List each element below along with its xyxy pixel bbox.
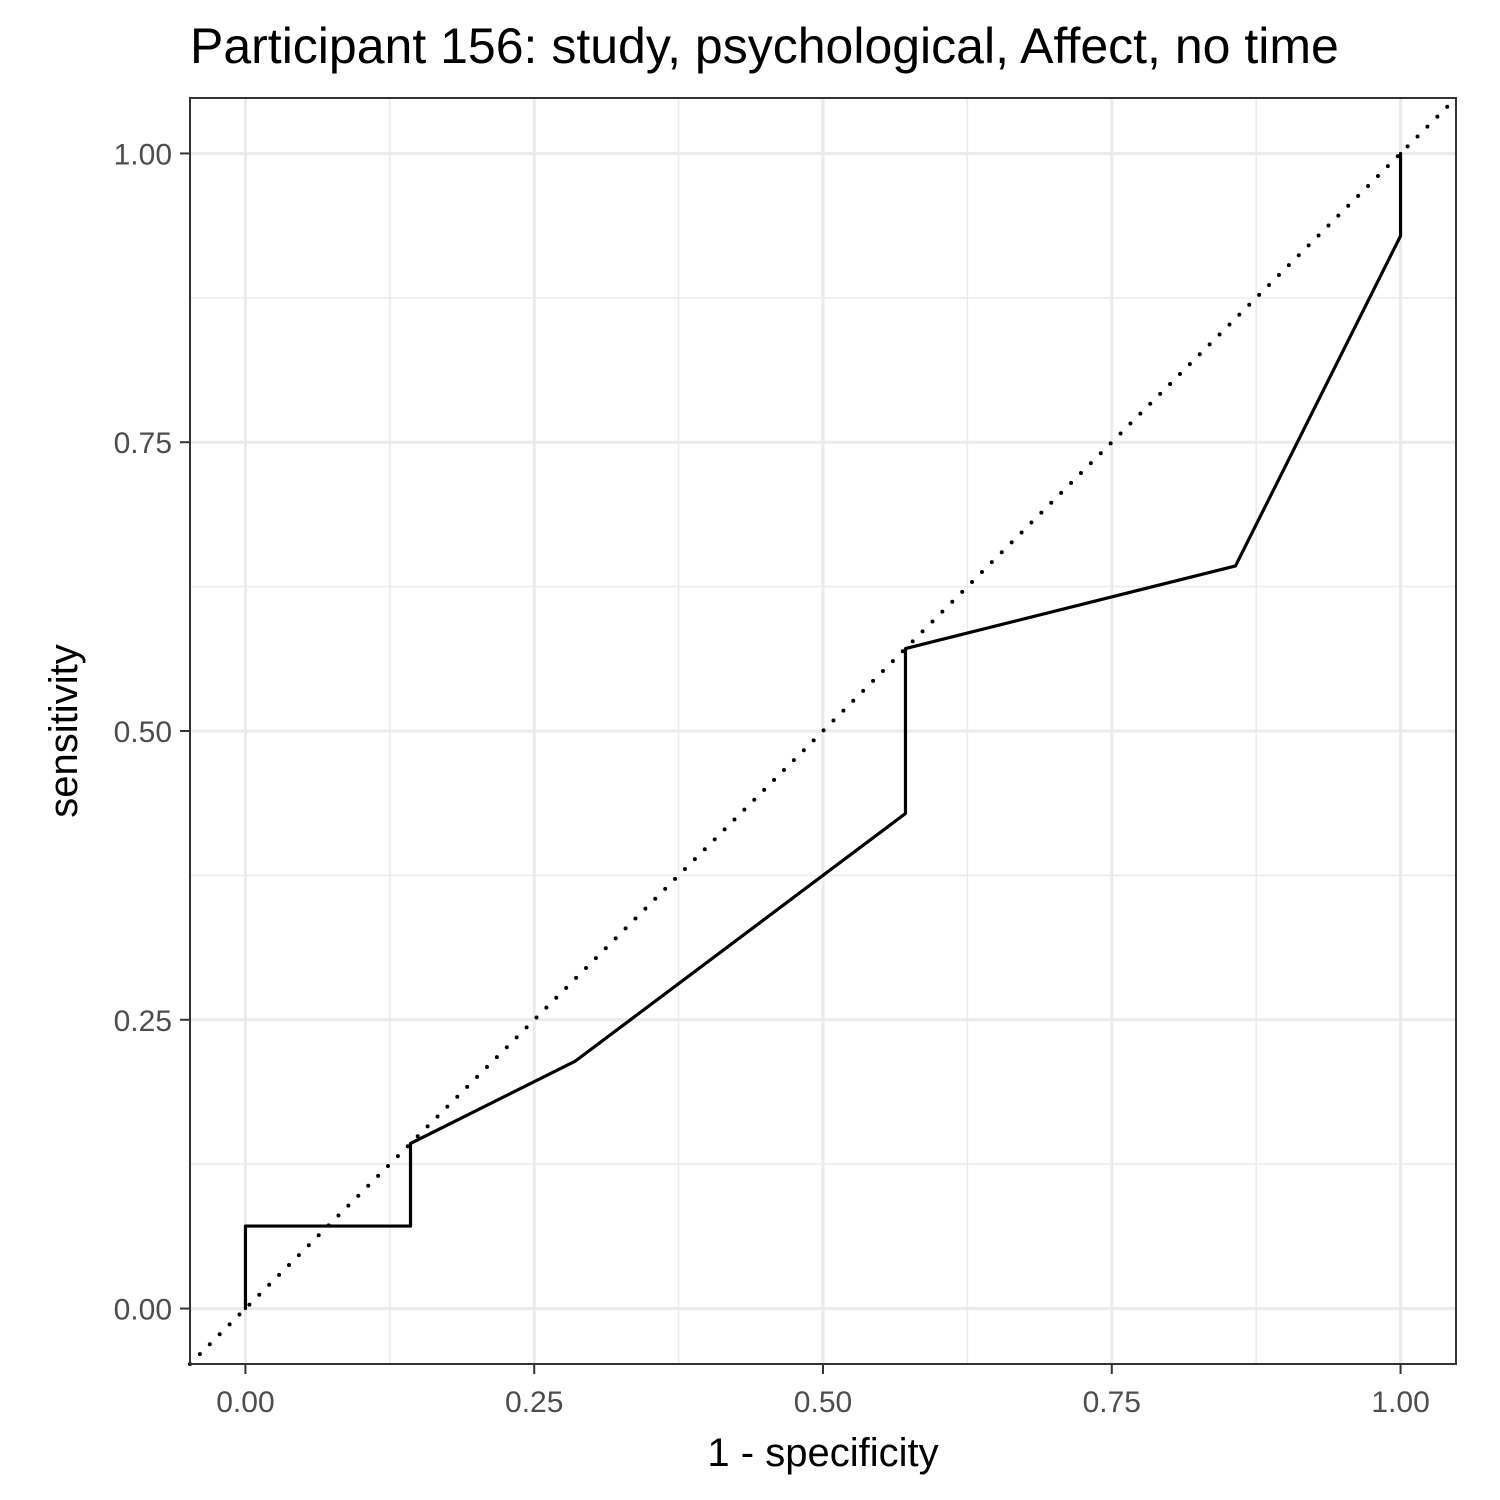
y-axis: 0.00 0.25 0.50 0.75 1.00 [114,138,190,1327]
y-tick-label: 1.00 [114,138,172,171]
x-axis-title: 1 - specificity [707,1431,938,1475]
x-tick-label: 0.75 [1083,1386,1141,1419]
series-layer [188,96,1458,1366]
y-axis-title: sensitivity [42,644,86,817]
x-tick-label: 1.00 [1371,1386,1429,1419]
x-tick-label: 0.25 [505,1386,563,1419]
y-tick-label: 0.00 [114,1294,172,1327]
x-axis: 0.00 0.25 0.50 0.75 1.00 [216,1364,1430,1419]
y-tick-label: 0.25 [114,1005,172,1038]
diagonal-reference-line [188,96,1458,1366]
y-tick-label: 0.50 [114,716,172,749]
x-tick-label: 0.50 [794,1386,852,1419]
y-tick-label: 0.75 [114,427,172,460]
x-tick-label: 0.00 [216,1386,274,1419]
chart-title: Participant 156: study, psychological, A… [190,18,1339,74]
